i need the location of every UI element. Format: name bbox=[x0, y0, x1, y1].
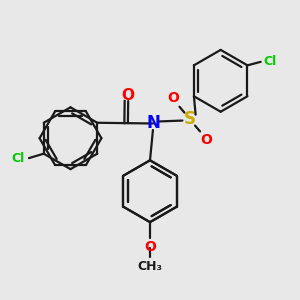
Text: O: O bbox=[168, 91, 179, 105]
Text: S: S bbox=[184, 110, 196, 128]
Text: O: O bbox=[144, 240, 156, 254]
Text: Cl: Cl bbox=[264, 55, 277, 68]
Text: N: N bbox=[146, 115, 160, 133]
Text: CH₃: CH₃ bbox=[137, 260, 163, 273]
Text: O: O bbox=[122, 88, 135, 103]
Text: Cl: Cl bbox=[11, 152, 25, 165]
Text: O: O bbox=[200, 133, 212, 147]
